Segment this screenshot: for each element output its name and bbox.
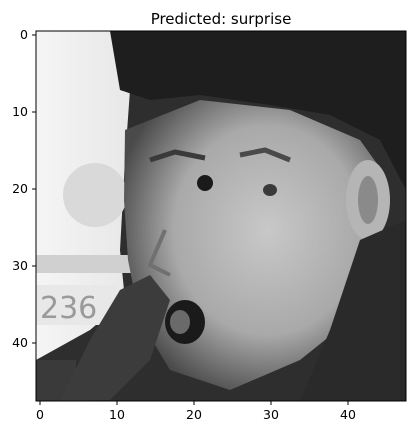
y-axis: 0 10 20 30 40	[12, 27, 36, 350]
y-tick-label: 10	[12, 104, 28, 119]
y-tick-label: 0	[20, 27, 28, 42]
face-image: 236	[36, 31, 406, 401]
x-tick-label: 30	[263, 407, 279, 422]
y-tick-label: 20	[12, 181, 28, 196]
x-tick-label: 20	[186, 407, 202, 422]
figure-title: Predicted: surprise	[151, 10, 292, 28]
x-tick-label: 40	[340, 407, 356, 422]
y-tick-label: 30	[12, 258, 28, 273]
x-axis: 0 10 20 30 40	[36, 401, 356, 422]
x-tick-label: 10	[109, 407, 125, 422]
x-tick-label: 0	[36, 407, 44, 422]
svg-text:236: 236	[40, 291, 97, 326]
axes-frame	[35, 30, 407, 402]
y-tick-label: 40	[12, 335, 28, 350]
